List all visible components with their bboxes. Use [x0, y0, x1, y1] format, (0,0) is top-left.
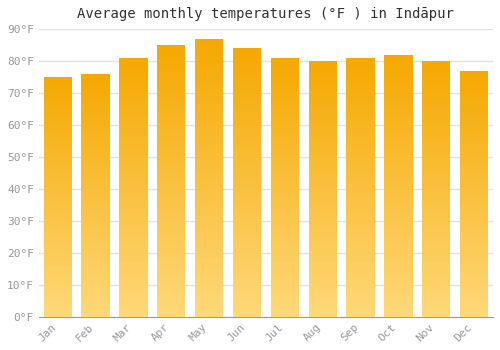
- Title: Average monthly temperatures (°F ) in Indāpur: Average monthly temperatures (°F ) in In…: [78, 7, 454, 21]
